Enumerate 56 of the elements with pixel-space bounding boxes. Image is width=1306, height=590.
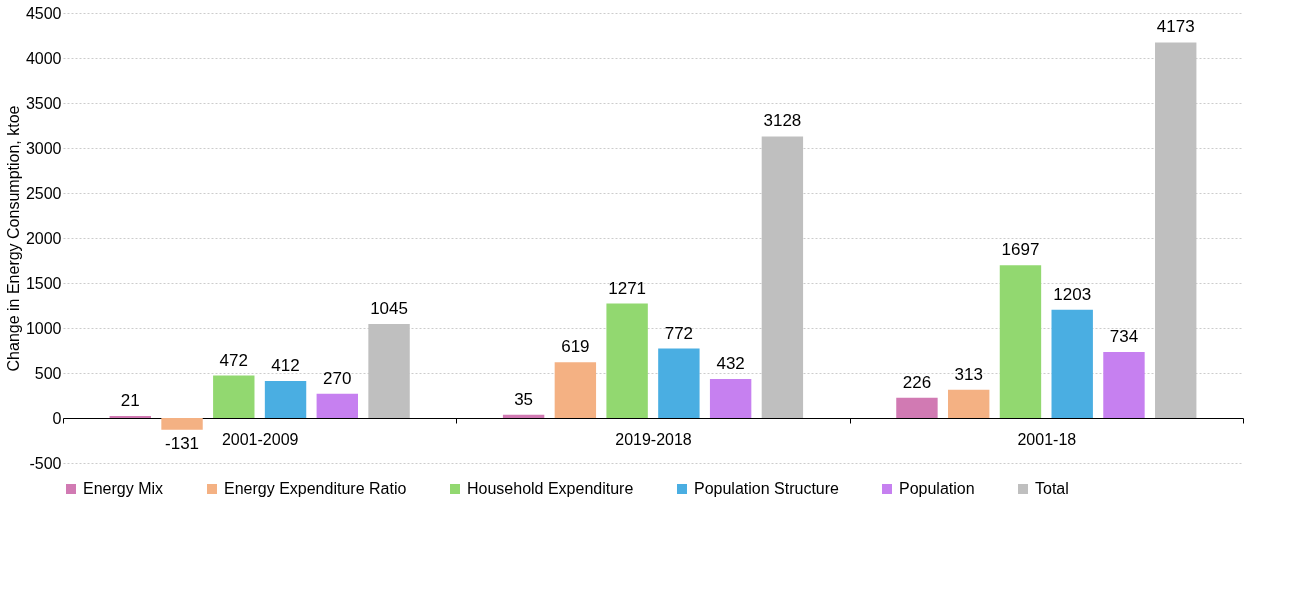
bar [161,418,203,430]
data-label: 472 [219,350,248,370]
bar [264,380,307,418]
x-tick-label: 2019-2018 [615,430,692,448]
data-label: 226 [902,372,932,392]
data-label: 1697 [1001,240,1040,260]
y-tick-label: 500 [34,364,62,382]
bar [368,323,410,418]
bar [502,414,545,418]
legend-label: Household Expenditure [467,480,634,497]
data-label: -131 [165,433,200,453]
data-label: 313 [954,364,983,384]
y-tick-label: 2500 [25,184,62,202]
bar [316,393,358,418]
bar [1103,351,1145,418]
bar [554,362,597,418]
bar [1051,309,1093,418]
legend-label: Energy Expenditure Ratio [224,480,407,497]
data-label: 1203 [1053,284,1092,304]
x-tick-label: 2001-2009 [221,430,299,448]
data-label: 35 [514,389,534,409]
data-label: 270 [323,368,352,388]
y-tick-label: 0 [52,409,62,427]
y-tick-label: 3000 [25,139,62,157]
x-tick-label: 2001-18 [1017,430,1077,448]
bar [606,303,648,418]
y-tick-label: 3500 [25,94,62,112]
legend-label: Total [1035,480,1069,497]
data-label: 432 [716,354,745,374]
data-label: 772 [664,323,694,343]
bar [999,265,1042,418]
data-label: 21 [120,391,140,411]
legend-label: Energy Mix [83,480,164,497]
y-tick-label: 1500 [25,274,62,292]
data-label: 734 [1109,326,1139,346]
y-tick-label: 1000 [25,319,62,337]
legend-label: Population [899,480,975,497]
data-label: 4173 [1156,17,1195,37]
bar [896,397,938,418]
y-tick-label: -500 [29,454,62,472]
y-tick-label: 2000 [25,229,62,247]
bar [213,375,255,418]
data-label: 412 [271,355,300,375]
y-tick-label: 4500 [25,4,62,22]
y-axis-title: Change in Energy Consumption, ktoe [4,105,22,372]
bar [761,136,804,418]
bar [1155,42,1197,418]
bar [948,389,990,418]
y-tick-label: 4000 [25,49,62,67]
bar [658,348,700,418]
bar [709,379,752,418]
data-label: 619 [561,337,590,357]
data-label: 1045 [370,298,408,318]
data-label: 3128 [763,111,802,131]
legend-label: Population Structure [694,480,840,497]
data-label: 1271 [608,278,647,298]
